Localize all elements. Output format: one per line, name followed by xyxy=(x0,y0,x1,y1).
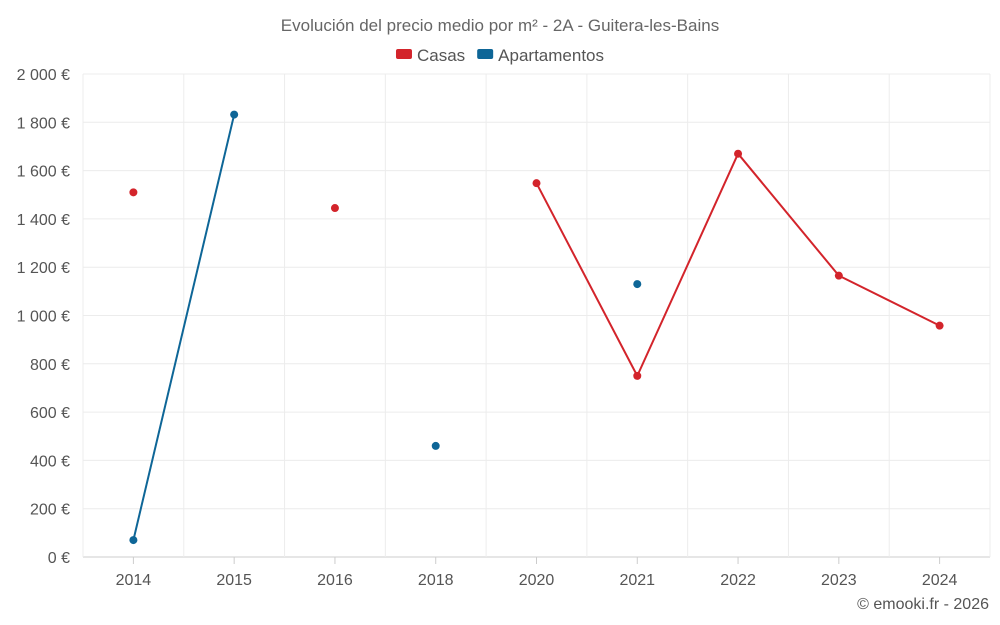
legend-swatch xyxy=(477,49,494,59)
data-point-casas xyxy=(935,321,944,330)
legend-label: Apartamentos xyxy=(498,46,604,65)
y-tick-label: 2 000 € xyxy=(17,67,70,84)
x-tick-label: 2016 xyxy=(317,572,353,589)
x-tick-label: 2020 xyxy=(519,572,555,589)
data-point-apartamentos xyxy=(129,536,138,545)
legend-item-casas: Casas xyxy=(395,46,465,65)
data-point-apartamentos xyxy=(633,280,642,289)
x-tick-label: 2022 xyxy=(720,572,756,589)
chart-title: Evolución del precio medio por m² - 2A -… xyxy=(281,16,719,35)
y-tick-label: 1 200 € xyxy=(17,260,70,277)
legend: Casas Apartamentos xyxy=(395,46,604,65)
y-tick-label: 600 € xyxy=(30,405,70,422)
series-layer xyxy=(129,110,944,545)
y-tick-label: 200 € xyxy=(30,502,70,519)
x-tick-label: 2018 xyxy=(418,572,454,589)
y-tick-label: 1 600 € xyxy=(17,164,70,181)
x-tick-label: 2014 xyxy=(116,572,152,589)
series-line-casas xyxy=(535,152,941,377)
grid xyxy=(82,73,991,558)
series-line-apartamentos xyxy=(132,114,236,541)
y-tick-label: 1 400 € xyxy=(17,212,70,229)
data-point-apartamentos xyxy=(431,441,440,450)
data-point-casas xyxy=(532,179,541,188)
legend-label: Casas xyxy=(417,46,465,65)
y-tick-label: 1 800 € xyxy=(17,115,70,132)
y-tick-label: 400 € xyxy=(30,453,70,470)
data-point-casas xyxy=(129,188,138,197)
x-tick-label: 2024 xyxy=(922,572,958,589)
legend-swatch xyxy=(395,49,412,59)
y-tick-label: 1 000 € xyxy=(17,309,70,326)
data-point-apartamentos xyxy=(230,110,239,119)
y-tick-label: 800 € xyxy=(30,357,70,374)
x-axis: 2014 2015 2016 2018 2020 2021 2022 2023 2024 xyxy=(116,557,958,589)
credit-text: © emooki.fr - 2026 xyxy=(857,596,989,613)
data-point-casas xyxy=(834,271,843,280)
data-point-casas xyxy=(633,371,642,380)
data-point-casas xyxy=(330,204,339,213)
x-tick-label: 2015 xyxy=(216,572,252,589)
x-tick-label: 2023 xyxy=(821,572,857,589)
y-axis: 0 € 200 € 400 € 600 € 800 € 1 000 € 1 200 € 1 4… xyxy=(17,67,70,567)
x-tick-label: 2021 xyxy=(619,572,655,589)
y-tick-label: 0 € xyxy=(48,550,70,567)
data-point-casas xyxy=(734,149,743,158)
legend-item-apartamentos: Apartamentos xyxy=(477,46,604,65)
